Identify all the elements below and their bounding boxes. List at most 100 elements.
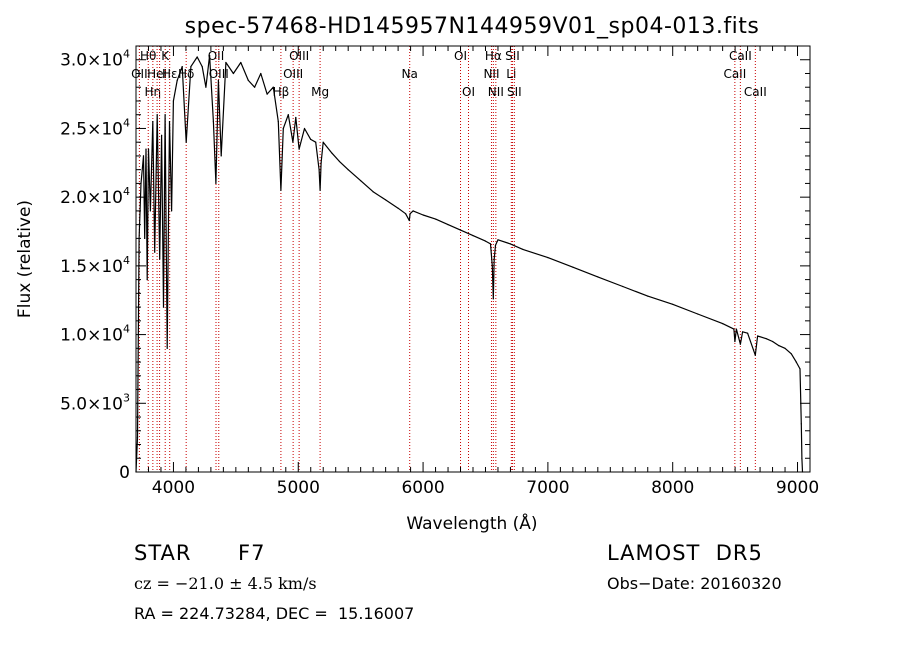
redshift-info: cz = −21.0 ± 4.5 km/s [134, 574, 317, 593]
data-point [310, 138, 312, 140]
line-marker-label: K [161, 49, 170, 63]
data-point [145, 148, 147, 150]
x-axis: 4000 5000 6000 7000 8000 9000 [147, 46, 819, 498]
line-marker-label: CaII [723, 67, 746, 81]
line-marker-label: NII [488, 85, 504, 99]
x-tick-label: 5000 [277, 478, 320, 498]
data-point [315, 141, 317, 143]
data-point [287, 114, 289, 116]
data-point [405, 213, 407, 215]
data-point [795, 361, 797, 363]
line-marker-label: OII [208, 49, 225, 63]
line-marker-label: HeI [147, 67, 167, 81]
data-point [212, 121, 214, 123]
data-point [784, 347, 786, 349]
subclass: F7 [238, 541, 266, 565]
data-point [322, 141, 324, 143]
data-point [154, 251, 156, 253]
data-point [215, 182, 217, 184]
data-point [254, 86, 256, 88]
data-point [747, 332, 749, 334]
data-point [136, 437, 139, 439]
data-point [697, 313, 699, 315]
line-marker-label: OII [131, 67, 148, 81]
data-point [217, 79, 219, 81]
data-point [196, 56, 198, 58]
data-point [147, 148, 150, 150]
y-tick-label: 1.0×104 [60, 323, 130, 346]
data-point [647, 295, 649, 297]
data-point [144, 237, 146, 239]
data-point [152, 121, 154, 123]
data-point [266, 93, 268, 95]
coordinates: RA = 224.73284, DEC = 15.16007 [134, 604, 415, 623]
object-class: STAR [134, 541, 192, 565]
data-point [739, 343, 742, 345]
data-point [778, 345, 780, 347]
x-tick-label: 6000 [401, 478, 444, 498]
data-point [742, 331, 744, 333]
data-point [260, 72, 262, 75]
line-marker-label: Hα [485, 49, 502, 63]
data-point [209, 55, 211, 57]
line-marker-label: SII [507, 85, 522, 99]
data-point [161, 134, 163, 136]
data-point [318, 169, 320, 171]
data-point [757, 335, 759, 337]
line-marker-label: CaII [729, 49, 752, 63]
line-marker-label: OI [454, 49, 467, 63]
data-point [672, 303, 674, 305]
line-marker-label: Li [506, 67, 516, 81]
data-point [800, 423, 802, 425]
data-point [298, 148, 300, 150]
data-point [484, 240, 487, 242]
data-point [190, 66, 192, 68]
data-point [547, 257, 549, 259]
data-point [597, 276, 599, 278]
data-point [168, 121, 171, 123]
data-point [509, 243, 511, 245]
data-point [220, 155, 222, 157]
x-tick-label: 4000 [152, 478, 195, 498]
observation-date: Obs−Date: 20160320 [607, 574, 782, 593]
data-point [277, 121, 279, 123]
data-point [422, 214, 424, 216]
line-marker-label: OIII [289, 49, 309, 63]
data-point [489, 243, 492, 245]
data-point [205, 86, 207, 88]
data-point [801, 457, 803, 459]
data-point [156, 114, 158, 116]
spectrum-line [135, 54, 804, 473]
y-tick-label: 5.0×103 [60, 391, 130, 414]
data-point [166, 347, 168, 349]
data-point [331, 152, 333, 154]
line-marker-label: NII [483, 67, 499, 81]
data-point [408, 219, 410, 222]
data-point [397, 207, 399, 209]
x-tick-label: 7000 [526, 478, 569, 498]
data-point [497, 239, 499, 241]
line-marker-label: Hη [145, 85, 162, 99]
data-point [733, 328, 735, 330]
data-point [320, 162, 322, 164]
data-point [522, 248, 524, 250]
chart-title: spec-57468-HD145957N144959V01_sp04-013.f… [185, 14, 760, 39]
x-axis-label: Wavelength (Å) [406, 512, 537, 534]
line-marker-label: Hθ [140, 49, 156, 63]
data-point [494, 244, 497, 246]
x-tick-label: 8000 [651, 478, 694, 498]
y-tick-label: 0 [119, 463, 130, 483]
data-point [172, 100, 174, 102]
y-tick-label: 1.5×104 [60, 254, 130, 277]
data-point [319, 189, 321, 191]
x-tick-label: 9000 [776, 478, 819, 498]
data-point [622, 285, 624, 288]
survey-release: LAMOST DR5 [607, 541, 763, 565]
data-point [240, 61, 242, 64]
data-point [149, 210, 151, 212]
data-point [338, 160, 340, 162]
data-point [247, 79, 249, 81]
data-point [295, 116, 297, 119]
data-point [385, 199, 387, 201]
